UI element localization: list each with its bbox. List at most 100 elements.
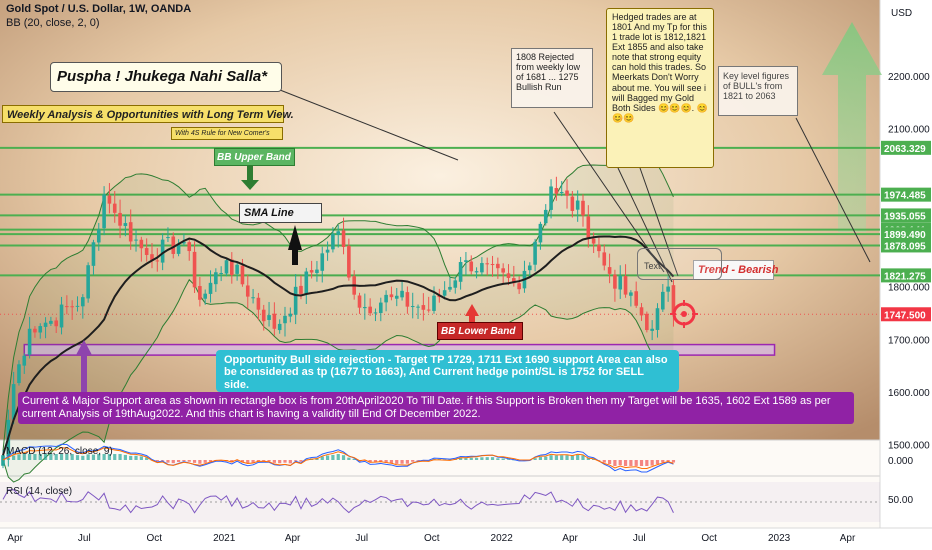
- indicator-legend-bb[interactable]: BB (20, close, 2, 0): [6, 17, 100, 30]
- macd-hist-bar: [288, 460, 292, 464]
- macd-legend[interactable]: MACD (12, 26, close, 9): [6, 446, 113, 457]
- macd-hist-bar: [671, 460, 676, 463]
- level-tag-label: 1974.485: [884, 191, 926, 202]
- sma-line-label[interactable]: SMA Line: [239, 203, 322, 223]
- candle: [458, 256, 463, 290]
- level-tag-bg: [881, 187, 931, 202]
- macd-hist-bar: [230, 460, 234, 463]
- candle: [506, 264, 511, 286]
- macd-hist-bar: [464, 458, 468, 460]
- candle: [49, 316, 53, 326]
- macd-hist-bar: [480, 457, 484, 460]
- macd-hist-bar: [198, 460, 202, 464]
- macd-hist-bar: [91, 454, 96, 460]
- candle: [155, 248, 160, 272]
- price-tick-label: 1800.000: [888, 283, 930, 294]
- weekly-analysis-banner[interactable]: Weekly Analysis & Opportunities with Lon…: [2, 105, 294, 123]
- candle: [336, 224, 341, 248]
- rejected-note[interactable]: 1808 Rejected from weekly low of 1681 ..…: [511, 48, 593, 108]
- candle: [464, 252, 468, 275]
- macd-hist-bar: [506, 459, 511, 460]
- macd-hist-bar: [607, 460, 612, 465]
- macd-hist-bar: [235, 460, 239, 461]
- candle: [410, 292, 415, 319]
- keylevel-pointer-line: [795, 117, 871, 263]
- rsi-legend[interactable]: RSI (14, close): [6, 486, 73, 497]
- macd-hist-bar: [59, 454, 64, 460]
- candle: [650, 320, 654, 341]
- opportunity-note[interactable]: Opportunity Bull side rejection - Target…: [216, 350, 679, 392]
- macd-hist-bar: [448, 459, 452, 461]
- candle: [565, 179, 569, 209]
- title-box[interactable]: Puspha ! Jhukega Nahi Salla*: [50, 62, 282, 92]
- macd-hist-bar: [299, 460, 303, 462]
- macd-hist-bar: [560, 455, 564, 460]
- macd-hist-bar: [262, 460, 266, 462]
- macd-hist-bar: [246, 460, 250, 464]
- candle: [421, 293, 426, 321]
- candle: [389, 286, 394, 301]
- time-tick-label: 2023: [768, 533, 791, 544]
- time-tick-label: Jul: [355, 533, 368, 544]
- rule-note[interactable]: With 4S Rule for New Comer's: [171, 127, 283, 140]
- macd-hist-bar: [533, 458, 537, 460]
- support-note[interactable]: Current & Major Support area as shown in…: [18, 392, 854, 424]
- bb-lower-arrow: [465, 304, 479, 322]
- candle: [655, 303, 660, 338]
- macd-hist-bar: [544, 456, 548, 460]
- candle: [559, 181, 564, 197]
- bb-lower-label[interactable]: BB Lower Band: [437, 322, 523, 340]
- key-levels-note[interactable]: Key level figures of BULL's from 1821 to…: [718, 66, 798, 116]
- macd-hist-bar: [208, 460, 213, 462]
- macd-hist-bar: [166, 460, 170, 463]
- macd-hist-bar: [347, 457, 351, 460]
- candle: [235, 261, 239, 281]
- macd-hist-bar: [240, 460, 245, 463]
- macd-hist-bar: [97, 454, 101, 460]
- macd-hist-bar: [12, 455, 16, 460]
- macd-hist-bar: [645, 460, 649, 466]
- candle: [453, 276, 458, 294]
- candle: [331, 227, 335, 253]
- macd-hist-bar: [538, 457, 543, 460]
- macd-hist-bar: [6, 457, 10, 460]
- macd-hist-bar: [661, 460, 665, 463]
- macd-hist-bar: [43, 454, 48, 460]
- symbol-title[interactable]: Gold Spot / U.S. Dollar, 1W, OANDA: [6, 3, 192, 15]
- candle: [501, 263, 505, 284]
- macd-hist-bar: [400, 460, 404, 464]
- price-tick-label: 2200.000: [888, 72, 930, 83]
- candle: [86, 262, 90, 303]
- time-tick-label: 2021: [213, 533, 236, 544]
- macd-hist-bar: [411, 460, 415, 462]
- candle: [480, 257, 484, 276]
- macd-hist-bar: [655, 460, 660, 465]
- macd-hist-bar: [278, 460, 282, 464]
- macd-hist-bar: [570, 455, 574, 460]
- candle: [607, 253, 612, 284]
- candle: [597, 237, 601, 258]
- rsi-tick-label: 50.00: [888, 495, 913, 506]
- hedged-note[interactable]: Hedged trades are at 1801 And my Tp for …: [606, 8, 714, 168]
- candle: [543, 204, 548, 226]
- macd-hist-bar: [597, 460, 601, 461]
- candle: [671, 279, 676, 327]
- candle: [533, 238, 537, 272]
- candle: [639, 303, 644, 321]
- macd-hist-bar: [623, 460, 628, 466]
- bb-upper-label[interactable]: BB Upper Band: [214, 148, 295, 166]
- candle: [43, 317, 48, 339]
- candle: [496, 257, 500, 279]
- text-label[interactable]: Text: [637, 248, 722, 280]
- candle: [575, 190, 580, 222]
- candle: [357, 292, 362, 314]
- candle: [527, 262, 532, 278]
- macd-hist-bar: [474, 457, 479, 460]
- rejected-pointer-line: [553, 111, 665, 273]
- trend-label[interactable]: Trend - Bearish: [693, 260, 779, 280]
- candle: [618, 265, 623, 299]
- macd-hist-bar: [17, 454, 21, 460]
- macd-hist-bar: [38, 454, 42, 460]
- macd-hist-bar: [49, 454, 53, 460]
